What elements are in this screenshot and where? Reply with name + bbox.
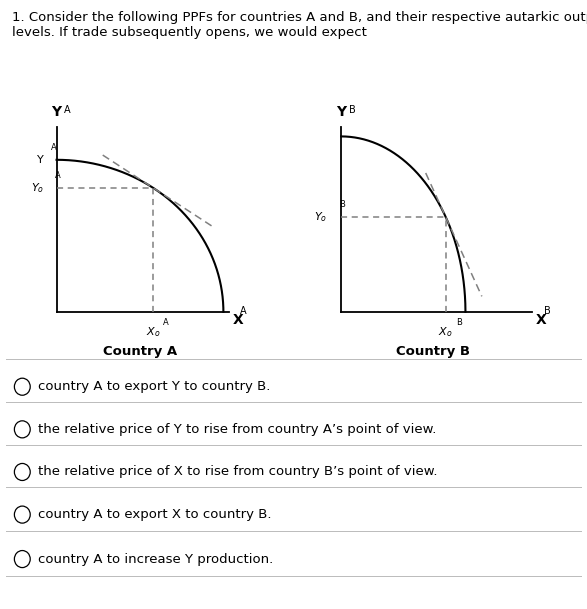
- Text: country A to export X to country B.: country A to export X to country B.: [38, 508, 272, 521]
- Text: A: A: [51, 143, 57, 152]
- Text: the relative price of X to rise from country B’s point of view.: the relative price of X to rise from cou…: [38, 465, 438, 479]
- Text: Country A: Country A: [103, 345, 177, 358]
- Text: levels. If trade subsequently opens, we would expect: levels. If trade subsequently opens, we …: [12, 26, 367, 39]
- Text: B: B: [456, 318, 461, 326]
- Text: B: B: [544, 306, 551, 316]
- Text: $X_o$: $X_o$: [146, 325, 161, 339]
- Text: X: X: [535, 313, 546, 327]
- Text: X: X: [232, 313, 243, 327]
- Text: B: B: [339, 200, 345, 209]
- Text: Y: Y: [52, 105, 62, 119]
- Text: the relative price of Y to rise from country A’s point of view.: the relative price of Y to rise from cou…: [38, 423, 437, 436]
- Text: A: A: [64, 105, 70, 115]
- Text: $Y_o$: $Y_o$: [314, 210, 327, 224]
- Text: country A to increase Y production.: country A to increase Y production.: [38, 552, 274, 566]
- Text: 1. Consider the following PPFs for countries A and B, and their respective autar: 1. Consider the following PPFs for count…: [12, 11, 587, 24]
- Text: A: A: [55, 171, 60, 180]
- Text: country A to export Y to country B.: country A to export Y to country B.: [38, 380, 271, 393]
- Text: $Y_o$: $Y_o$: [31, 181, 44, 195]
- Text: B: B: [349, 105, 356, 115]
- Text: Country B: Country B: [396, 345, 470, 358]
- Text: $X_o$: $X_o$: [438, 325, 453, 339]
- Text: Y: Y: [336, 105, 346, 119]
- Text: A: A: [239, 306, 247, 316]
- Text: Y: Y: [37, 155, 44, 165]
- Text: A: A: [163, 318, 168, 326]
